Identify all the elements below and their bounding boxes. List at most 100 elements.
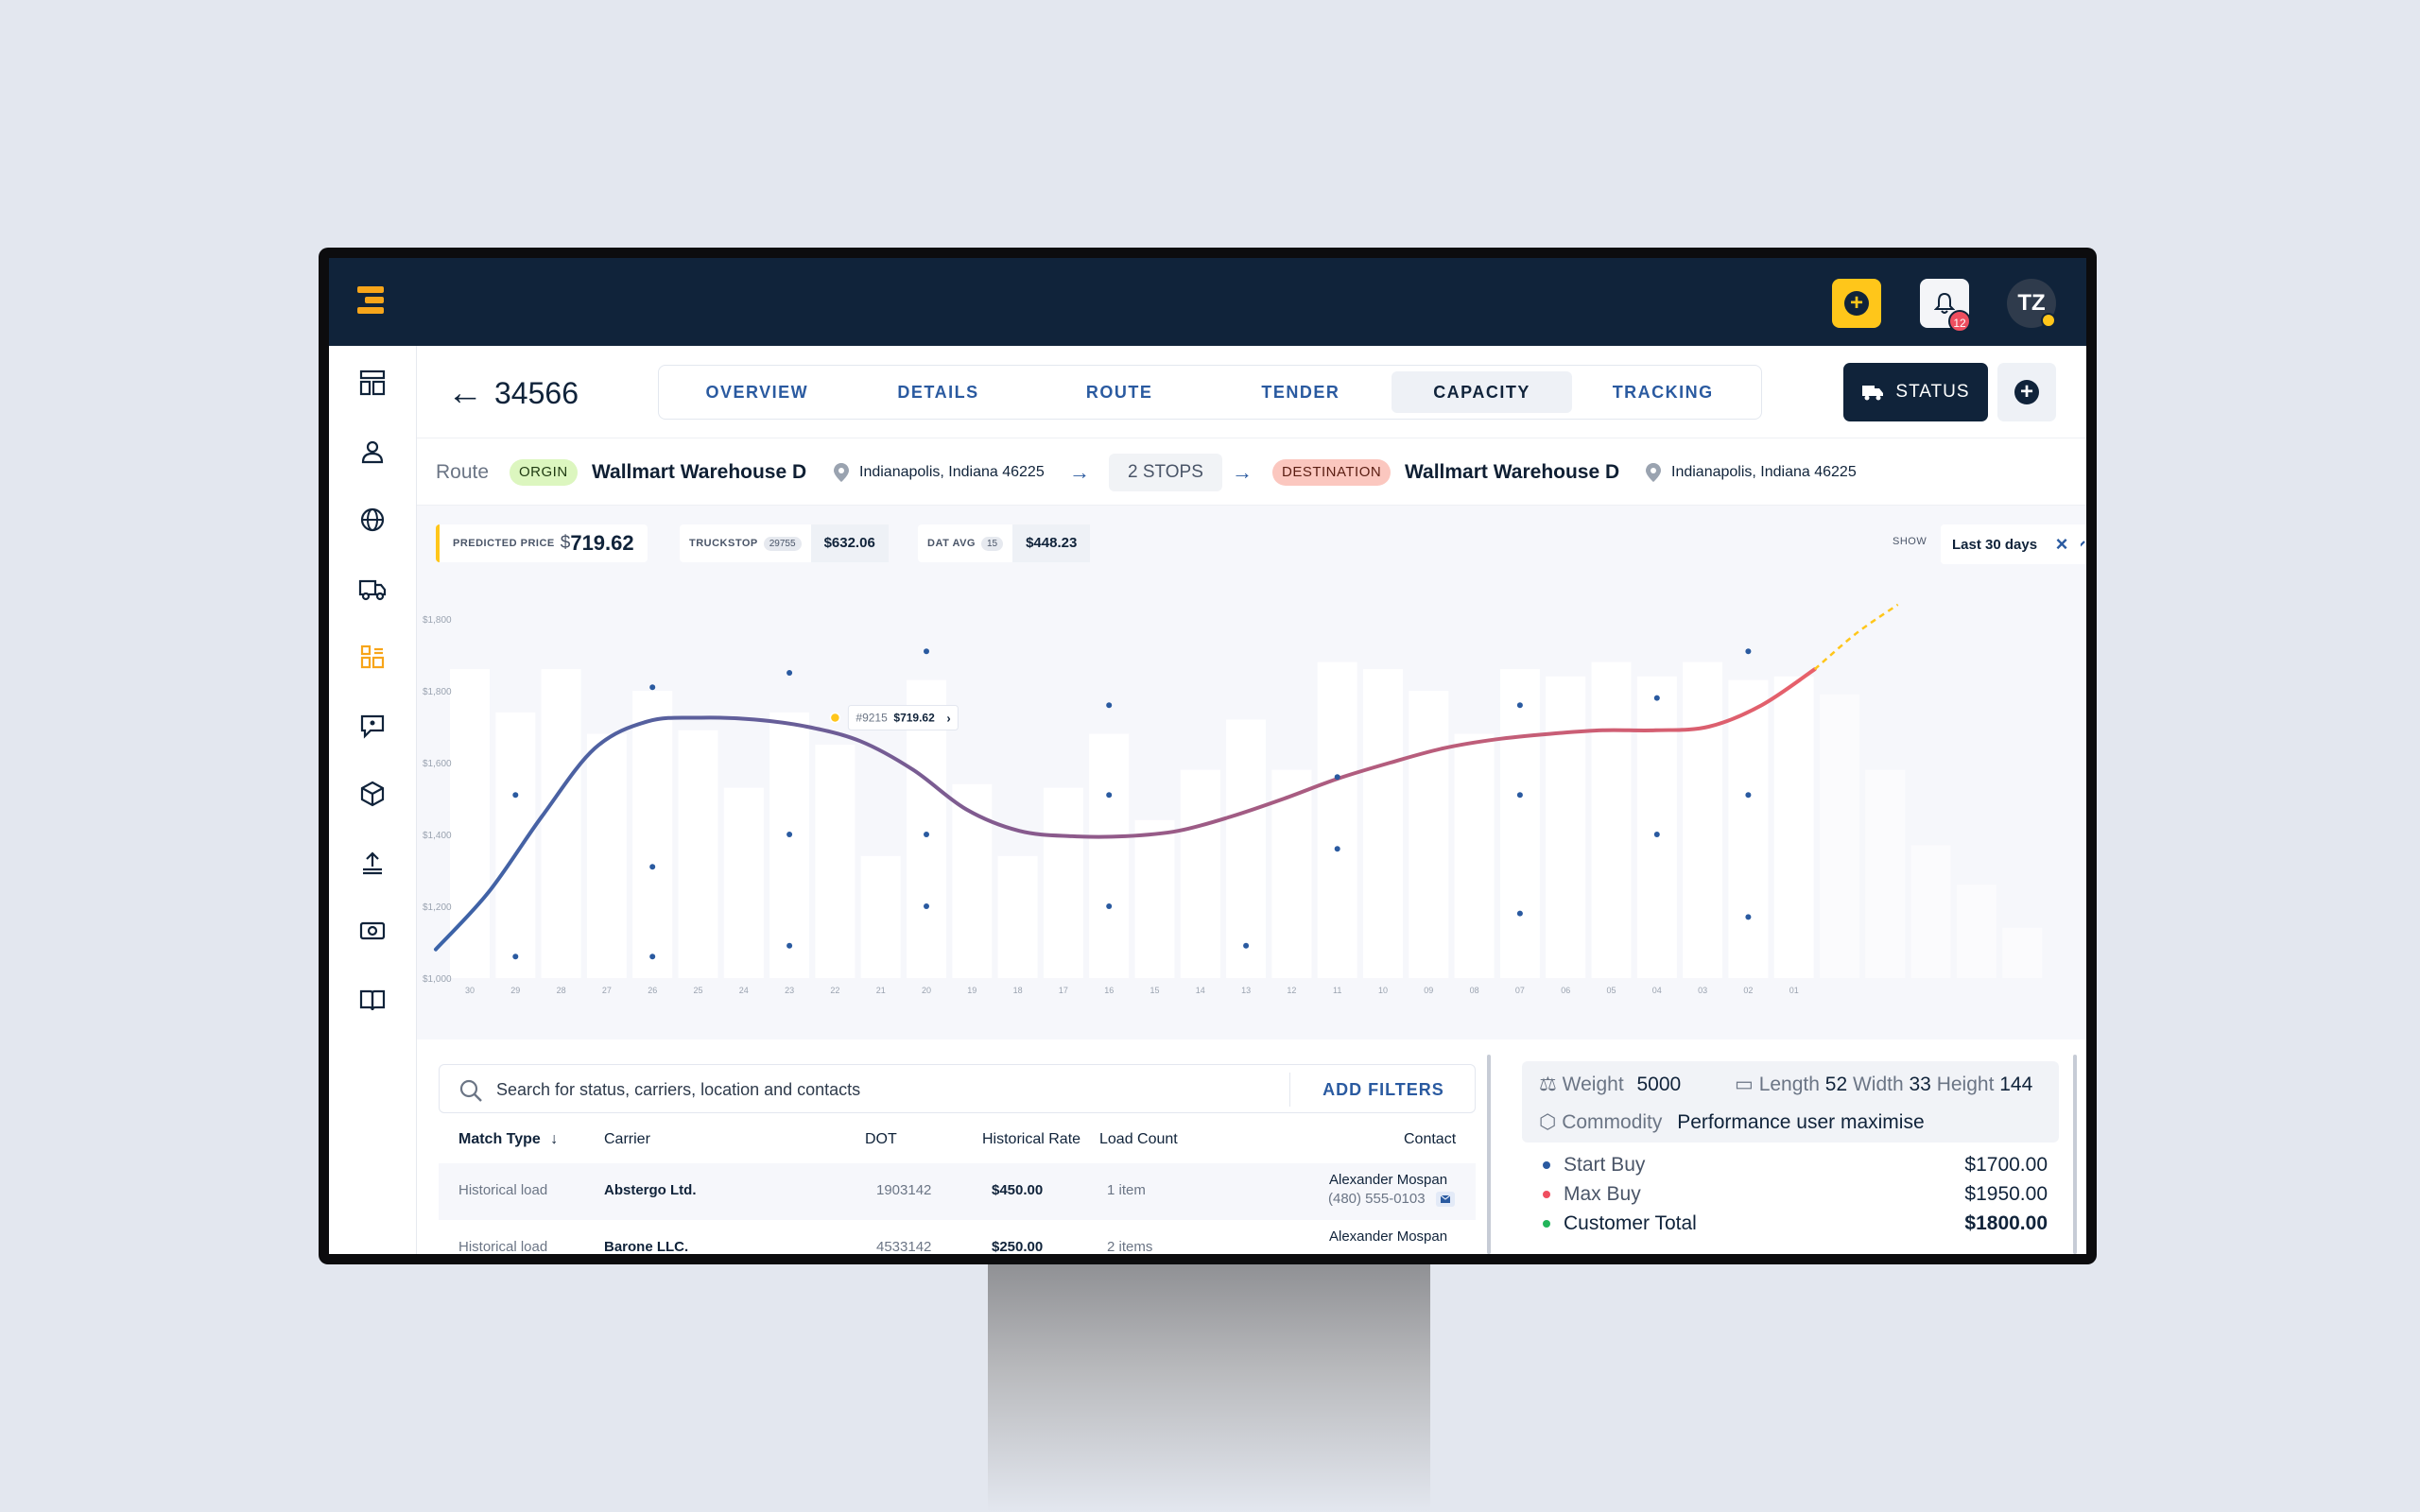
load-specs: ⚖ Weight 5000 ▭ Length 52 Width 33 Heigh… — [1522, 1061, 2059, 1143]
chart-point — [649, 684, 656, 691]
row-carrier[interactable]: Barone LLC. — [604, 1239, 689, 1254]
notification-badge: 12 — [1948, 310, 1971, 333]
table-row[interactable]: Historical load Barone LLC. 4533142 $250… — [439, 1220, 1476, 1254]
globe-icon — [360, 507, 385, 532]
search-input[interactable]: Search for status, carriers, location an… — [496, 1080, 861, 1099]
row-carrier[interactable]: Abstergo Ltd. — [604, 1182, 697, 1198]
chart-point — [1745, 792, 1752, 799]
add-filters-button[interactable]: ADD FILTERS — [1322, 1080, 1444, 1099]
tooltip-box — [847, 705, 959, 730]
chart-point — [1516, 910, 1523, 917]
x-tick-label: 05 — [1606, 986, 1616, 995]
header-contact[interactable]: Contact — [1404, 1131, 1457, 1147]
chart-bar — [815, 745, 856, 978]
sidebar-messages[interactable] — [356, 710, 389, 742]
sidebar-shipments[interactable] — [356, 573, 389, 605]
add-action-button[interactable]: + — [1997, 363, 2056, 421]
row-rate: $250.00 — [992, 1239, 1044, 1254]
table-row[interactable]: Historical load Abstergo Ltd. 1903142 $4… — [439, 1163, 1476, 1220]
tab-tender[interactable]: TENDER — [1261, 383, 1340, 402]
search-bar[interactable]: Search for status, carriers, location an… — [439, 1064, 1476, 1113]
chart-point — [1334, 774, 1340, 781]
sidebar-inventory[interactable] — [356, 778, 389, 810]
chart-bar — [1546, 676, 1586, 978]
legend-dot — [1543, 1191, 1550, 1198]
sidebar-upload[interactable] — [356, 847, 389, 879]
chart-bar — [1773, 676, 1814, 978]
sidebar-loads[interactable] — [356, 641, 389, 673]
close-chart-button[interactable]: × — [2043, 524, 2081, 564]
app-screen: + 12 TZ — [329, 258, 2086, 1254]
chart-projected-bar — [1910, 845, 1951, 978]
plus-icon: + — [2014, 380, 2039, 404]
weight-label: Weight — [1562, 1074, 1624, 1095]
tab-details[interactable]: DETAILS — [897, 383, 979, 402]
header-match-type[interactable]: Match Type ↓ — [458, 1131, 558, 1148]
sidebar — [329, 346, 417, 1254]
header-load-count[interactable]: Load Count — [1099, 1131, 1178, 1147]
boxes-icon — [360, 644, 385, 669]
sidebar-contacts[interactable] — [356, 436, 389, 468]
row-contact-name: Alexander Mospan — [1329, 1228, 1448, 1245]
chart-bar — [1271, 769, 1312, 978]
truckstop-label: TRUCKSTOP — [689, 538, 758, 549]
header-dot[interactable]: DOT — [865, 1131, 897, 1147]
sidebar-billing[interactable] — [356, 915, 389, 947]
chart-bar — [1043, 787, 1083, 978]
x-tick-label: 28 — [557, 986, 566, 995]
row-contact-phone: (480) 555-0103 — [1328, 1191, 1426, 1207]
sidebar-network[interactable] — [356, 504, 389, 536]
chart-bar — [495, 712, 536, 978]
avatar-status-dot — [2041, 313, 2056, 328]
x-tick-label: 09 — [1424, 986, 1433, 995]
app-logo[interactable] — [357, 286, 386, 315]
back-arrow-icon[interactable]: ← — [447, 373, 483, 413]
tab-tracking[interactable]: TRACKING — [1612, 383, 1714, 402]
sidebar-dashboard[interactable] — [356, 367, 389, 399]
range-select-value: Last 30 days — [1952, 536, 2038, 553]
chevron-right-icon: › — [946, 712, 950, 726]
details-scrollbar[interactable] — [2073, 1055, 2077, 1254]
chart-point — [786, 670, 793, 676]
chart-bar — [1728, 679, 1769, 978]
legend-dot — [1543, 1220, 1550, 1228]
y-tick-label: $1,400 — [423, 831, 452, 841]
price-row-max-buy: Max Buy $1950.00 — [1522, 1179, 2059, 1209]
user-avatar[interactable]: TZ — [2007, 279, 2056, 328]
forecast-line — [1813, 603, 1899, 671]
commodity-spec: ⬡ Commodity Performance user maximise — [1539, 1110, 1925, 1134]
chart-point — [649, 954, 656, 960]
status-button[interactable]: STATUS — [1843, 363, 1988, 421]
chart-projected-bar — [1956, 885, 1996, 978]
chart-projected-bar — [2002, 927, 2043, 978]
predicted-price-label: PREDICTED PRICE — [453, 538, 555, 549]
quick-add-button[interactable]: + — [1832, 279, 1881, 328]
show-label: SHOW — [1893, 536, 1927, 547]
y-tick-label: $1,800 — [423, 615, 452, 626]
price-value: $1950.00 — [1964, 1183, 2048, 1205]
notifications-button[interactable]: 12 — [1920, 279, 1971, 333]
user-icon — [361, 440, 384, 464]
chart-bar — [632, 691, 673, 978]
sidebar-docs[interactable] — [356, 984, 389, 1016]
chart-bar — [1317, 662, 1357, 978]
chart-bar — [769, 712, 810, 978]
mail-icon[interactable] — [1436, 1192, 1455, 1207]
x-tick-label: 17 — [1059, 986, 1068, 995]
header-carrier[interactable]: Carrier — [604, 1131, 650, 1147]
tab-bar: OVERVIEW DETAILS ROUTE TENDER CAPACITY T… — [658, 365, 1762, 420]
header-historical-rate[interactable]: Historical Rate — [982, 1131, 1081, 1147]
chart-bar — [723, 787, 764, 978]
x-tick-label: 15 — [1150, 986, 1159, 995]
tooltip-value: $719.62 — [893, 712, 935, 725]
tab-capacity[interactable]: CAPACITY — [1391, 371, 1573, 413]
chart-tooltip: #9215 $719.62 › — [829, 705, 959, 730]
stops-count[interactable]: 2 STOPS — [1109, 453, 1222, 491]
pin-icon — [833, 438, 850, 507]
legend-dot — [1543, 1161, 1550, 1169]
table-scrollbar[interactable] — [1487, 1055, 1491, 1254]
page-title: 34566 — [494, 376, 579, 410]
tab-overview[interactable]: OVERVIEW — [705, 383, 809, 402]
x-tick-label: 06 — [1561, 986, 1570, 995]
tab-route[interactable]: ROUTE — [1085, 383, 1153, 402]
